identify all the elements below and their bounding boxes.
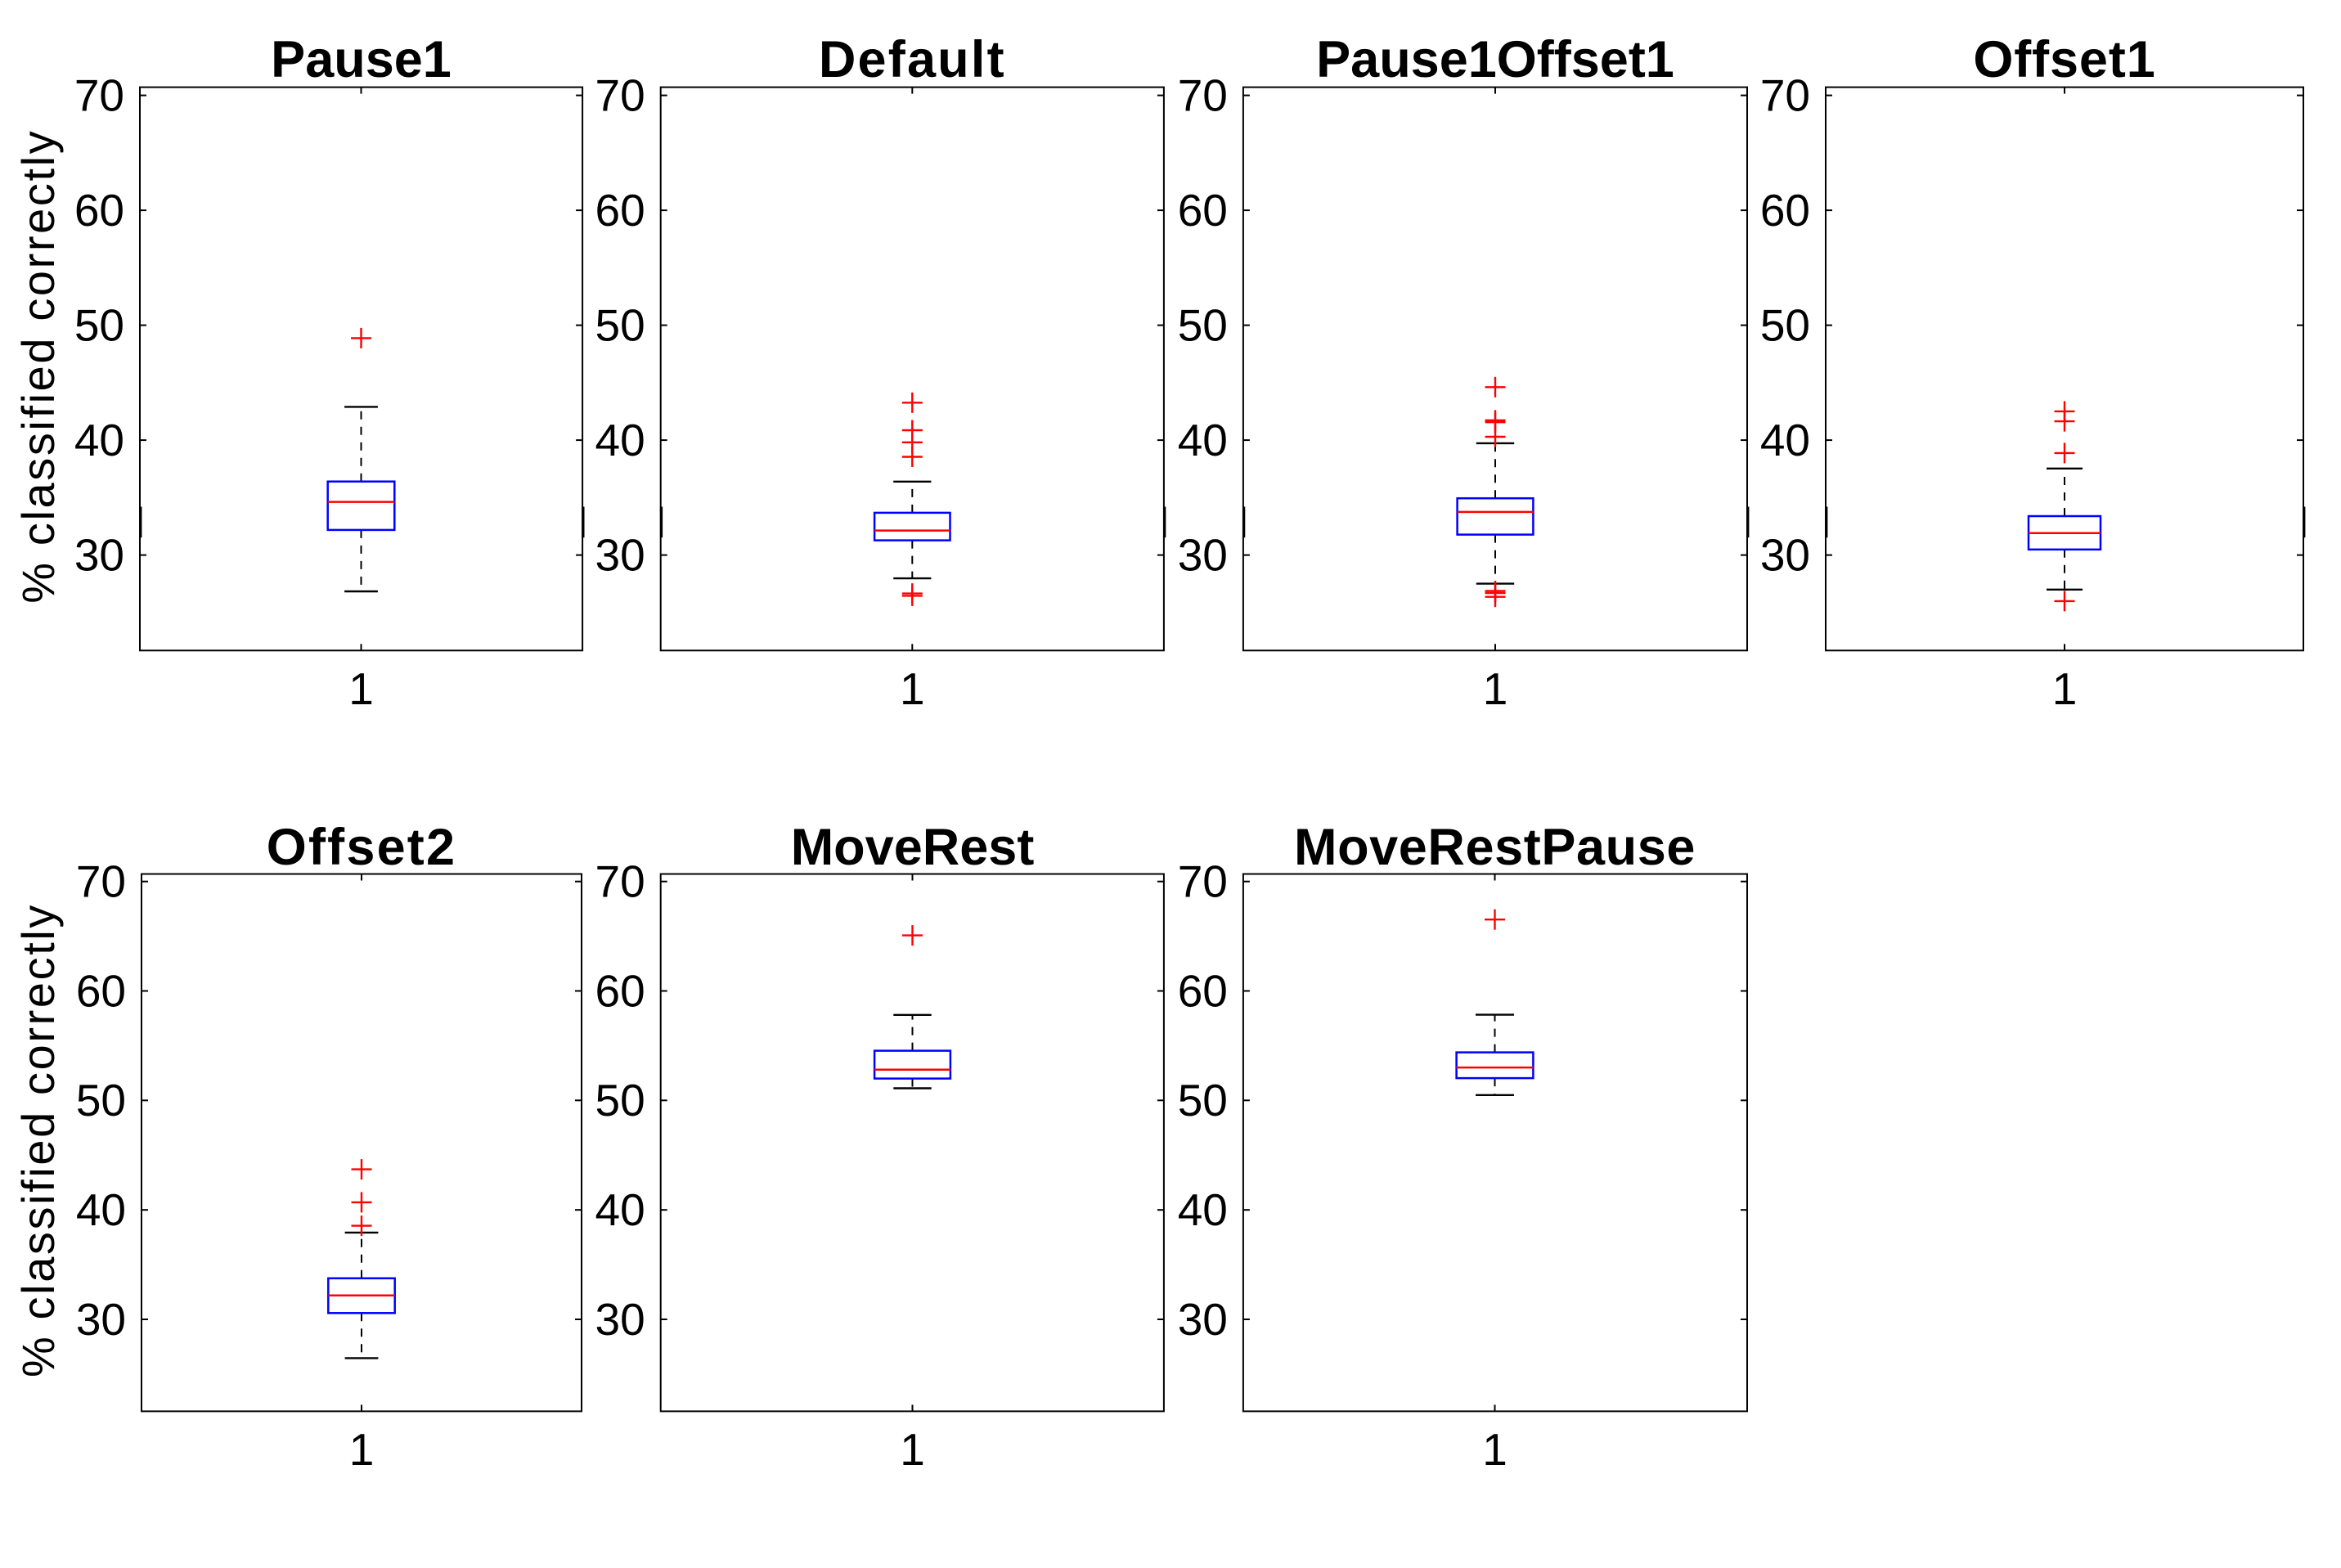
svg-text:30: 30 [595, 530, 645, 581]
svg-text:70: 70 [595, 70, 645, 121]
svg-text:Pause1: Pause1 [271, 31, 452, 88]
svg-text:70: 70 [1178, 856, 1228, 907]
svg-text:70: 70 [76, 856, 126, 907]
svg-text:30: 30 [74, 530, 124, 581]
svg-text:1: 1 [2052, 663, 2078, 714]
svg-text:40: 40 [595, 1184, 645, 1235]
svg-text:40: 40 [1760, 415, 1810, 465]
svg-text:40: 40 [595, 415, 645, 465]
svg-text:50: 50 [1760, 300, 1810, 351]
svg-text:70: 70 [1178, 70, 1228, 121]
svg-text:30: 30 [76, 1294, 126, 1345]
svg-text:30: 30 [1178, 1294, 1228, 1345]
svg-text:60: 60 [1760, 185, 1810, 236]
svg-text:30: 30 [595, 1294, 645, 1345]
svg-text:40: 40 [76, 1184, 126, 1235]
svg-text:40: 40 [1178, 1184, 1228, 1235]
svg-text:60: 60 [595, 185, 645, 236]
svg-text:30: 30 [1760, 530, 1810, 581]
svg-text:% classified correctly: % classified correctly [12, 129, 64, 604]
svg-text:50: 50 [76, 1075, 126, 1125]
svg-text:40: 40 [1178, 415, 1228, 465]
svg-text:Offset1: Offset1 [1973, 31, 2155, 88]
svg-text:MoveRestPause: MoveRestPause [1294, 819, 1696, 876]
svg-text:60: 60 [595, 965, 645, 1016]
svg-text:1: 1 [349, 1424, 375, 1475]
svg-text:50: 50 [1178, 300, 1228, 351]
svg-text:1: 1 [348, 663, 374, 714]
svg-text:% classified correctly: % classified correctly [12, 903, 64, 1377]
svg-text:70: 70 [1760, 70, 1810, 121]
svg-text:Default: Default [819, 31, 1006, 88]
svg-text:60: 60 [76, 965, 126, 1016]
svg-text:70: 70 [74, 70, 124, 121]
svg-text:60: 60 [1178, 185, 1228, 236]
svg-text:1: 1 [1483, 663, 1508, 714]
svg-text:60: 60 [1178, 965, 1228, 1016]
svg-text:40: 40 [74, 415, 124, 465]
svg-text:50: 50 [74, 300, 124, 351]
svg-text:1: 1 [900, 663, 925, 714]
svg-text:Offset2: Offset2 [267, 819, 456, 876]
svg-text:50: 50 [595, 300, 645, 351]
svg-text:70: 70 [595, 856, 645, 907]
svg-text:50: 50 [1178, 1075, 1228, 1125]
svg-text:1: 1 [900, 1424, 925, 1475]
svg-text:Pause1Offset1: Pause1Offset1 [1316, 31, 1674, 88]
svg-text:50: 50 [595, 1075, 645, 1125]
svg-text:60: 60 [74, 185, 124, 236]
svg-text:30: 30 [1178, 530, 1228, 581]
svg-text:MoveRest: MoveRest [791, 819, 1035, 876]
svg-text:1: 1 [1482, 1424, 1507, 1475]
